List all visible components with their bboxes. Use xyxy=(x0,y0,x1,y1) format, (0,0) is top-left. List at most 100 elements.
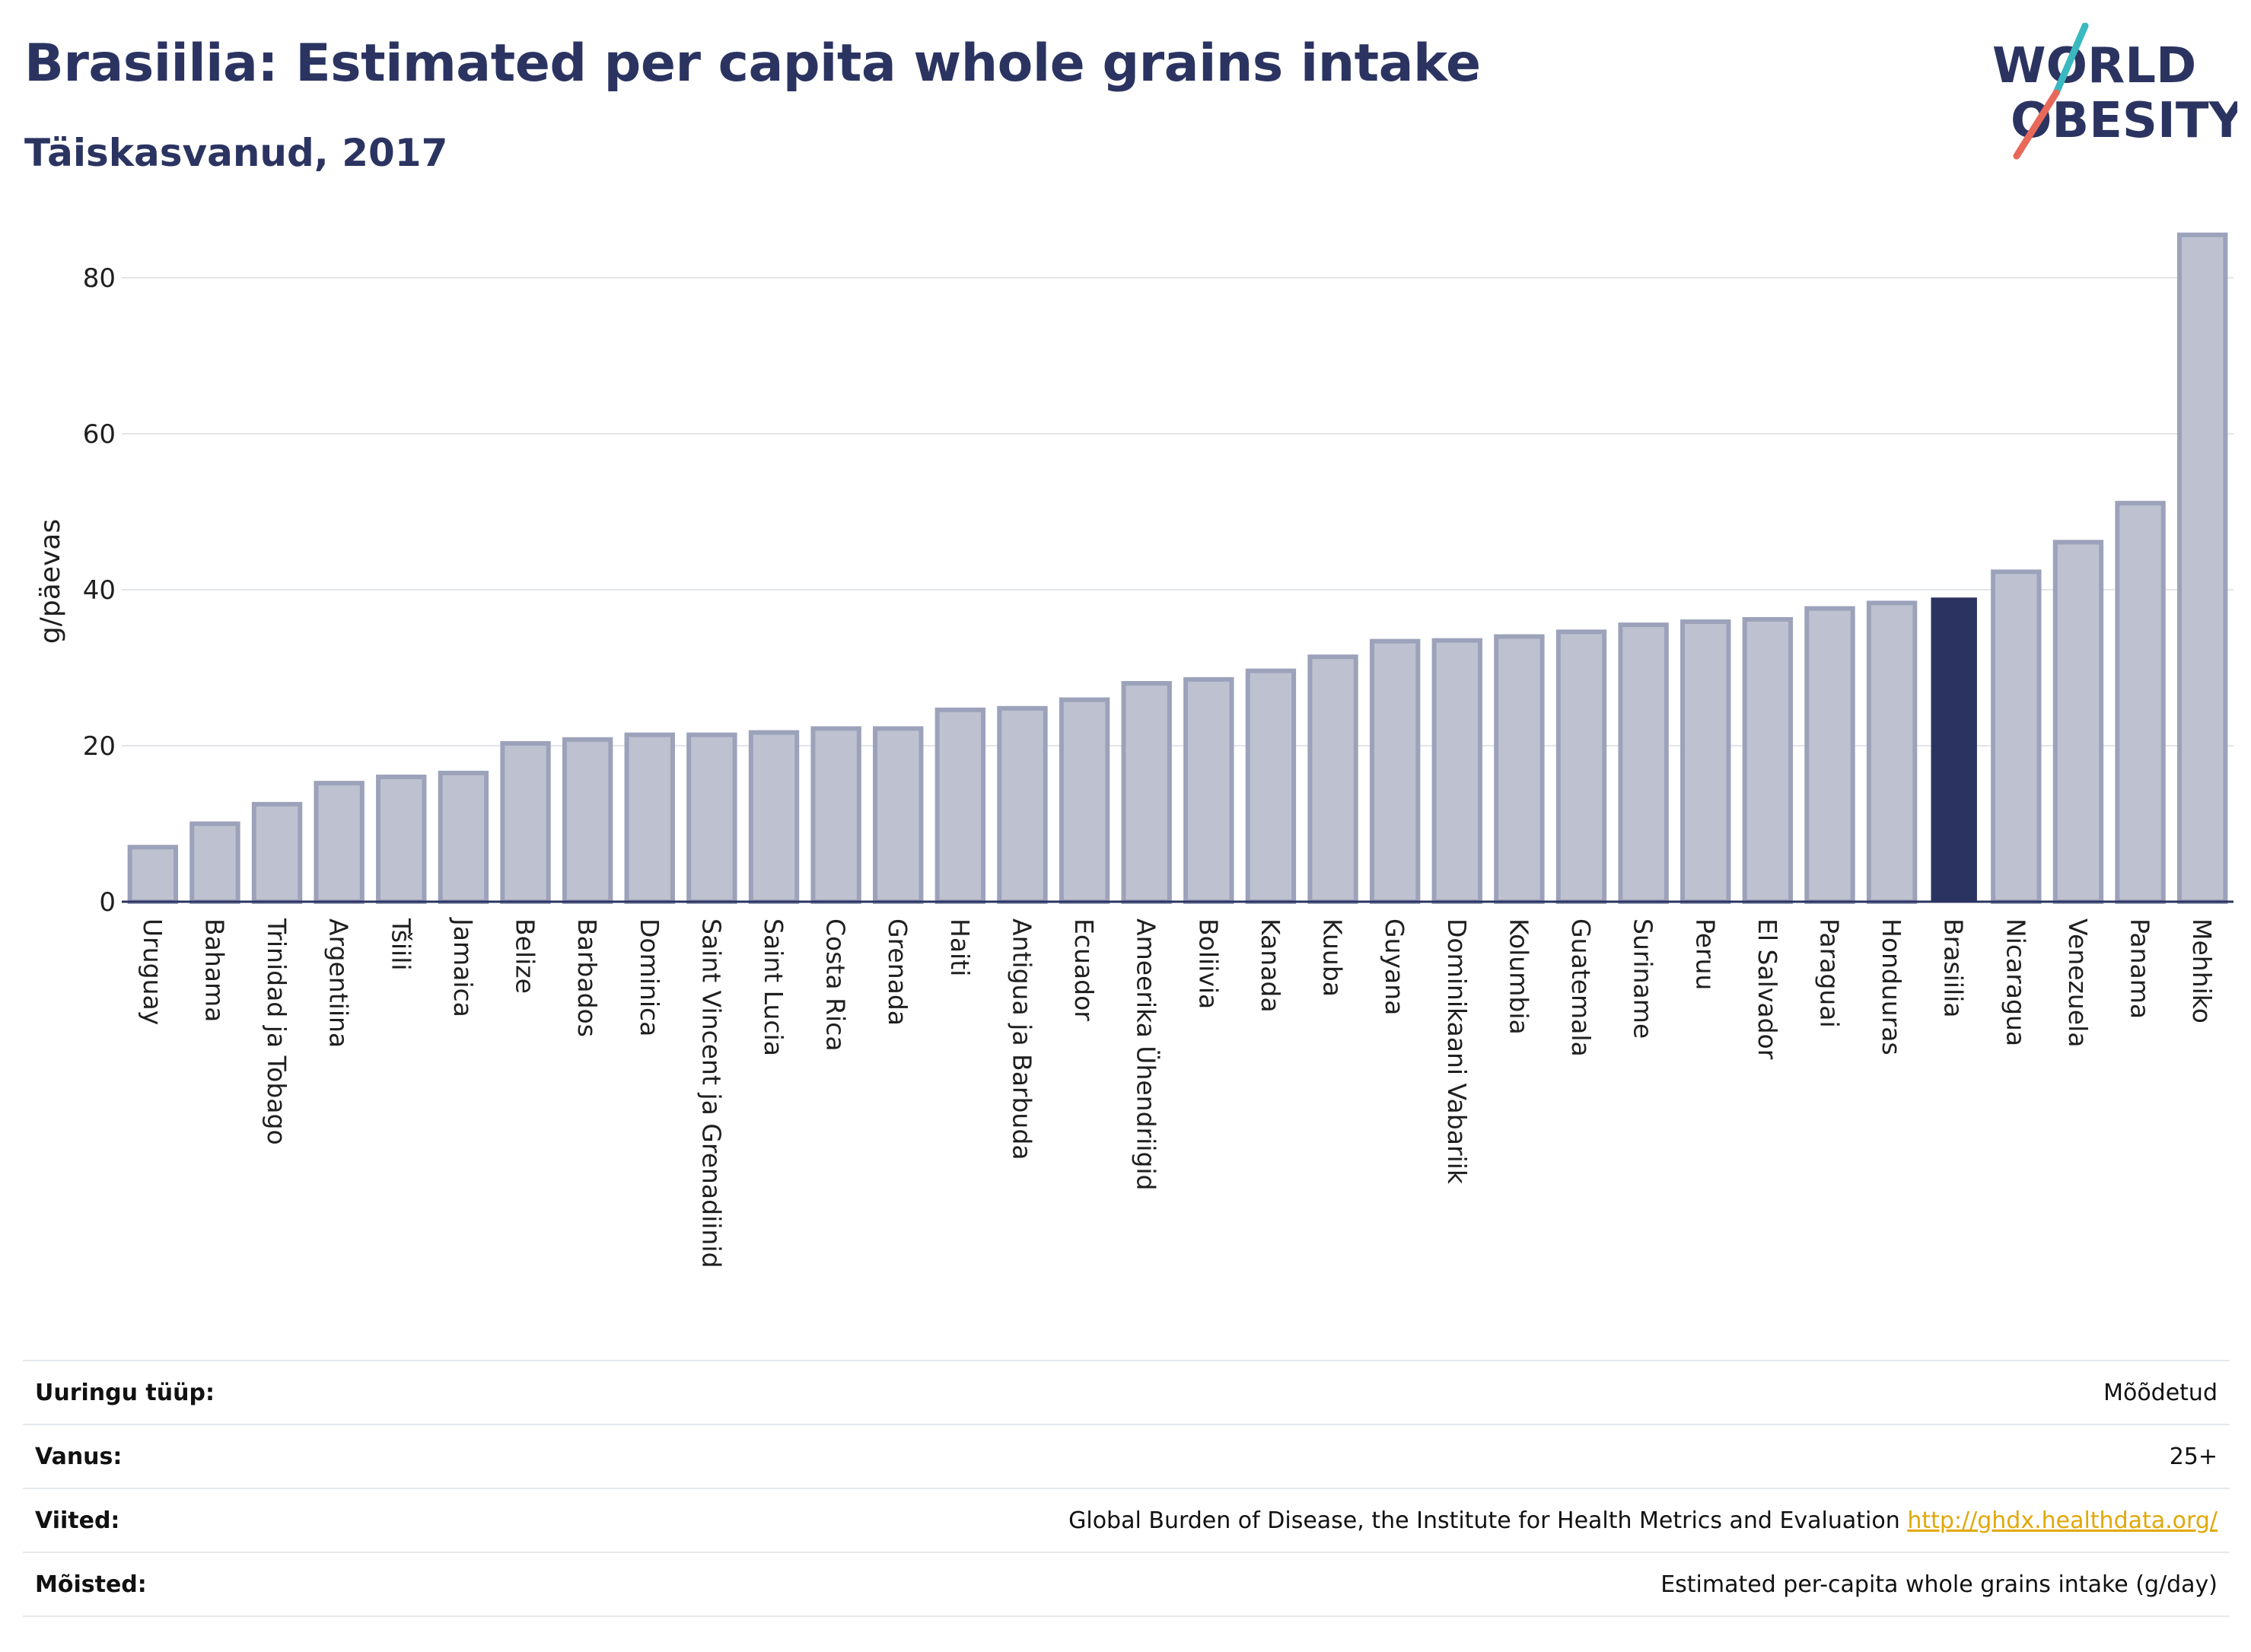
metadata-value: Mõõdetud xyxy=(2103,1380,2230,1406)
metadata-value-text: 25+ xyxy=(2169,1443,2218,1470)
bar xyxy=(1059,697,1110,905)
metadata-row: Vanus: 25+ xyxy=(23,1424,2230,1488)
x-tick-label: Guyana xyxy=(1380,918,1409,1015)
metadata-key: Viited: xyxy=(35,1507,120,1534)
bar xyxy=(2052,540,2104,904)
y-tick-label: 40 xyxy=(83,575,116,606)
bar xyxy=(1866,600,1918,904)
logo-word-world: WORLD xyxy=(1992,38,2196,94)
y-axis-label: g/päevas xyxy=(35,519,66,644)
bar xyxy=(1121,681,1172,904)
metadata-key: Uuringu tüüp: xyxy=(35,1379,215,1406)
bar xyxy=(1555,629,1607,904)
bar xyxy=(438,770,489,904)
y-tick-label: 0 xyxy=(99,887,116,918)
x-tick-label: Dominica xyxy=(635,918,664,1036)
x-tick-label: Saint Vincent ja Grenadiinid xyxy=(696,918,726,1268)
bar xyxy=(127,845,179,904)
chart-subtitle: Täiskasvanud, 2017 xyxy=(24,131,448,175)
bar xyxy=(1494,634,1545,904)
x-tick-label: Bahama xyxy=(199,918,229,1022)
bar xyxy=(376,775,427,904)
bar xyxy=(873,726,924,905)
x-tick-label: Mehhiko xyxy=(2187,918,2217,1023)
metadata-value-text: Estimated per-capita whole grains intake… xyxy=(1660,1571,2218,1598)
bar xyxy=(1369,638,1421,905)
y-axis-ticks: 0 20 40 60 80 xyxy=(83,263,116,918)
x-tick-label: Jamaica xyxy=(448,917,478,1017)
world-obesity-logo: WORLD OBESITY xyxy=(1992,23,2237,160)
metadata-value: 25+ xyxy=(2170,1444,2230,1470)
x-axis-labels: Uruguay Bahama Trinidad ja Tobago Argentiin… xyxy=(138,917,2217,1268)
bar xyxy=(251,801,303,904)
x-tick-label: Panama xyxy=(2125,918,2155,1019)
bar xyxy=(748,730,800,905)
metadata-row: Viited: Global Burden of Disease, the Ins… xyxy=(23,1488,2230,1552)
bar xyxy=(1618,622,1669,904)
bar xyxy=(1804,606,1855,904)
bar-chart: 0 20 40 60 80 Uruguay Bahama Trinidad ja Tobag… xyxy=(35,232,2233,1268)
x-tick-label: Barbados xyxy=(572,918,602,1037)
x-tick-label: Boliivia xyxy=(1193,918,1223,1009)
y-tick-label: 60 xyxy=(83,419,116,450)
metadata-row: Mõisted: Estimated per-capita whole grain… xyxy=(23,1552,2230,1617)
x-tick-label: Grenada xyxy=(883,918,912,1026)
x-tick-label: Antigua ja Barbuda xyxy=(1007,918,1036,1160)
x-tick-label: Paraguai xyxy=(1814,918,1844,1028)
bar xyxy=(500,740,551,904)
logo-slash-teal xyxy=(2052,23,2089,97)
x-tick-label: Venezuela xyxy=(2063,918,2093,1047)
x-tick-label: Kolumbia xyxy=(1504,918,1533,1035)
x-tick-label: Trinidad ja Tobago xyxy=(262,918,291,1145)
bar xyxy=(1991,569,2042,904)
metadata-value-text: Mõõdetud xyxy=(2103,1379,2218,1406)
x-tick-label: Tšiili xyxy=(386,918,415,971)
x-tick-label: Ameerika Ühendriigid xyxy=(1132,918,1162,1191)
x-tick-label: Suriname xyxy=(1629,918,1658,1039)
y-tick-label: 20 xyxy=(83,731,116,762)
bar xyxy=(1183,676,1234,904)
metadata-key: Vanus: xyxy=(35,1443,123,1470)
x-tick-label: Honduuras xyxy=(1877,918,1906,1055)
x-tick-label: Costa Rica xyxy=(821,918,851,1052)
x-tick-label: Kanada xyxy=(1256,918,1285,1013)
x-tick-label: Dominikaani Vabariik xyxy=(1442,918,1472,1185)
x-tick-label: El Salvador xyxy=(1753,918,1782,1060)
x-tick-label: Uruguay xyxy=(138,918,167,1025)
metadata-value: Estimated per-capita whole grains intake… xyxy=(1660,1571,2230,1598)
bar xyxy=(562,737,613,904)
bar xyxy=(934,707,986,904)
x-tick-label: Peruu xyxy=(1690,918,1720,990)
bars xyxy=(127,232,2228,905)
metadata-row: Uuringu tüüp: Mõõdetud xyxy=(23,1360,2230,1424)
bar xyxy=(1245,668,1297,904)
bar xyxy=(2115,501,2166,904)
chart-title: Brasiilia: Estimated per capita whole gr… xyxy=(24,33,1481,94)
x-tick-label: Guatemala xyxy=(1566,918,1596,1057)
bar xyxy=(189,821,240,904)
source-link[interactable]: http://ghdx.healthdata.org/ xyxy=(1907,1507,2218,1534)
x-tick-label: Kuuba xyxy=(1318,918,1348,997)
bar xyxy=(1307,654,1358,905)
bar xyxy=(1742,616,1794,904)
x-tick-label: Ecuador xyxy=(1069,918,1099,1021)
bar xyxy=(997,705,1048,904)
bar xyxy=(1680,619,1731,905)
logo-slash-red xyxy=(2013,89,2060,160)
bar xyxy=(810,726,861,905)
x-tick-label: Haiti xyxy=(945,918,975,976)
metadata-value-text: Global Burden of Disease, the Institute … xyxy=(1068,1507,1900,1534)
bar xyxy=(686,732,737,905)
x-tick-label: Nicaragua xyxy=(2001,918,2030,1046)
metadata-value: Global Burden of Disease, the Institute … xyxy=(1068,1507,2230,1534)
metadata-key: Mõisted: xyxy=(35,1571,147,1598)
bar xyxy=(2176,232,2228,904)
metadata-table: Uuringu tüüp: Mõõdetud Vanus: 25+ Viited: Glo… xyxy=(23,1360,2230,1617)
bar xyxy=(1431,638,1482,904)
x-tick-label: Belize xyxy=(511,918,540,994)
x-tick-label: Brasiilia xyxy=(1939,918,1969,1018)
bar-highlighted xyxy=(1931,597,1977,902)
x-tick-label: Argentiina xyxy=(324,918,354,1048)
bar xyxy=(314,781,365,904)
bar xyxy=(624,732,675,905)
